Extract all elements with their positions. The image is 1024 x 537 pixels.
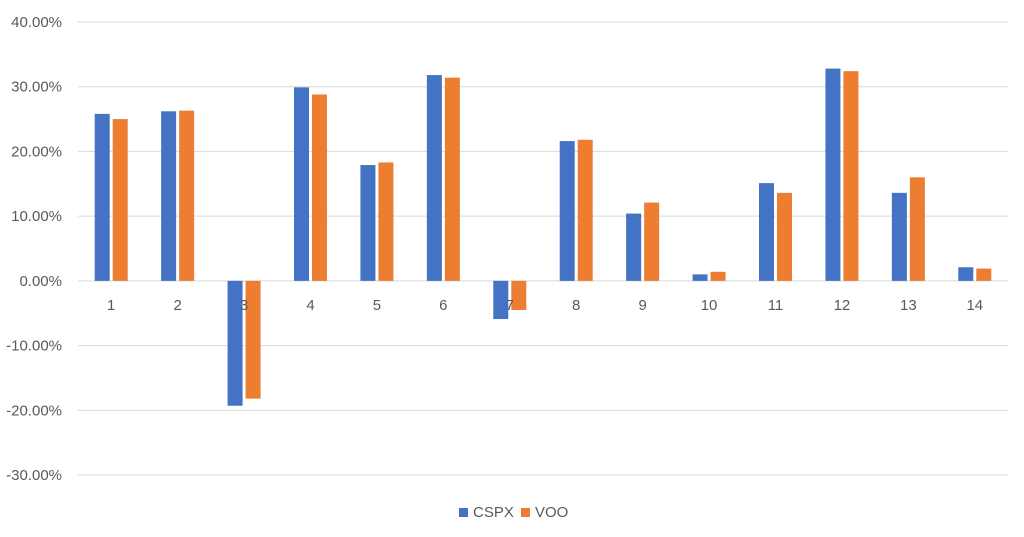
bar-voo-1 <box>112 119 128 281</box>
x-tick-label: 9 <box>638 297 646 314</box>
bar-cspx-5 <box>360 165 376 281</box>
bar-voo-11 <box>777 192 792 281</box>
bar-cspx-8 <box>559 141 575 281</box>
x-tick-label: 14 <box>966 297 983 314</box>
y-tick-label: 40.00% <box>11 14 62 31</box>
bar-cspx-1 <box>94 113 110 281</box>
legend: CSPX VOO <box>459 504 568 521</box>
legend-swatch-cspx <box>459 508 468 517</box>
bar-cspx-4 <box>294 87 309 281</box>
legend-swatch-voo <box>521 508 530 517</box>
bar-cspx-13 <box>891 192 907 281</box>
y-tick-label: 20.00% <box>11 143 62 160</box>
bar-voo-6 <box>444 77 460 281</box>
bar-voo-3 <box>245 280 261 399</box>
x-tick-label: 10 <box>701 297 718 314</box>
legend-label-voo: VOO <box>535 504 568 521</box>
bar-voo-5 <box>378 162 394 281</box>
bar-voo-9 <box>644 202 660 281</box>
y-tick-label: 0.00% <box>19 273 62 290</box>
x-tick-label: 4 <box>306 297 314 314</box>
gridlines <box>78 21 1008 476</box>
bar-cspx-2 <box>161 111 177 281</box>
bar-voo-14 <box>976 268 992 281</box>
bars <box>94 68 992 406</box>
x-tick-label: 8 <box>572 297 580 314</box>
bar-voo-10 <box>710 271 726 281</box>
y-axis-ticks: 40.00% 30.00% 20.00% 10.00% 0.00% -10.00% -20.… <box>6 14 62 484</box>
bar-voo-2 <box>179 110 195 281</box>
y-tick-label: 30.00% <box>11 79 62 96</box>
bar-cspx-14 <box>958 267 974 281</box>
x-tick-label: 12 <box>834 297 851 314</box>
y-tick-label: -30.00% <box>6 467 62 484</box>
x-tick-label: 11 <box>768 297 784 314</box>
bar-voo-12 <box>843 71 859 281</box>
bar-cspx-12 <box>825 68 841 281</box>
x-tick-label: 3 <box>240 297 248 314</box>
x-tick-label: 1 <box>107 297 115 314</box>
x-tick-label: 7 <box>506 297 514 314</box>
x-axis-ticks: 1 2 3 4 5 6 7 8 9 10 11 12 13 14 <box>107 297 983 314</box>
x-tick-label: 5 <box>373 297 381 314</box>
bar-voo-8 <box>577 139 593 281</box>
bar-cspx-11 <box>759 183 774 281</box>
x-tick-label: 2 <box>173 297 181 314</box>
y-tick-label: -10.00% <box>6 338 62 355</box>
x-tick-label: 13 <box>900 297 917 314</box>
bar-voo-7 <box>511 280 527 310</box>
bar-cspx-10 <box>692 274 708 281</box>
y-tick-label: 10.00% <box>11 208 62 225</box>
bar-cspx-9 <box>626 213 642 281</box>
y-tick-label: -20.00% <box>6 402 62 419</box>
bar-voo-4 <box>312 94 327 281</box>
bar-cspx-7 <box>493 280 509 320</box>
bar-cspx-3 <box>227 280 243 406</box>
bar-cspx-6 <box>426 75 442 281</box>
x-tick-label: 6 <box>439 297 447 314</box>
bar-voo-13 <box>909 177 925 281</box>
legend-label-cspx: CSPX <box>473 504 514 521</box>
